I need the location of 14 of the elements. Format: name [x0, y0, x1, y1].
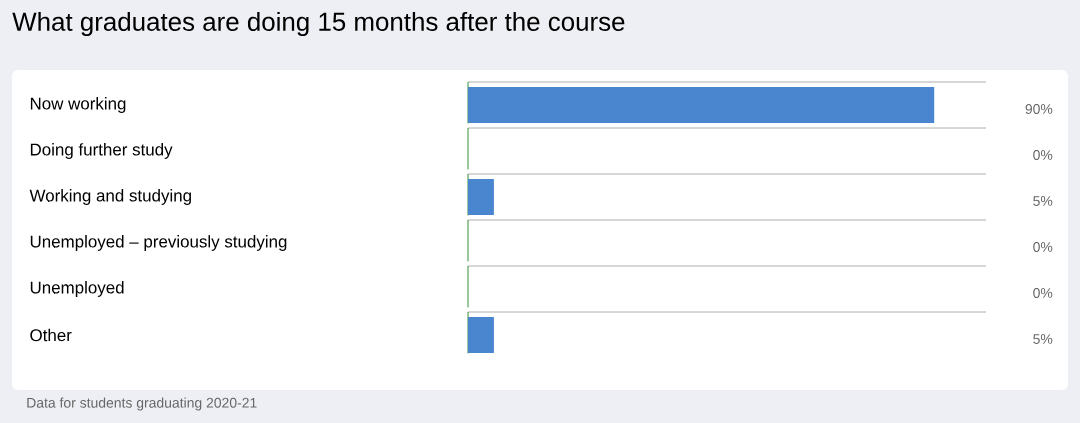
y-tick-label: Working and studying	[29, 189, 191, 205]
data-label: 0%	[1033, 150, 1053, 160]
data-label: 5%	[1033, 196, 1053, 206]
chart-title: What graduates are doing 15 months after the course	[12, 11, 625, 37]
text: Data for students graduating 2020-21	[27, 397, 257, 411]
y-tick-label: Now working	[30, 97, 126, 113]
data-label: 0%	[1033, 242, 1053, 252]
y-tick-label: Unemployed	[30, 281, 124, 297]
y-tick-label: Other	[30, 328, 72, 342]
data-label: 90%	[1025, 104, 1053, 114]
data-label: 0%	[1033, 288, 1053, 298]
y-tick-label: Unemployed – previously studying	[30, 235, 287, 251]
data-label: 5%	[1033, 334, 1053, 344]
y-tick-label: Doing further study	[30, 143, 173, 159]
